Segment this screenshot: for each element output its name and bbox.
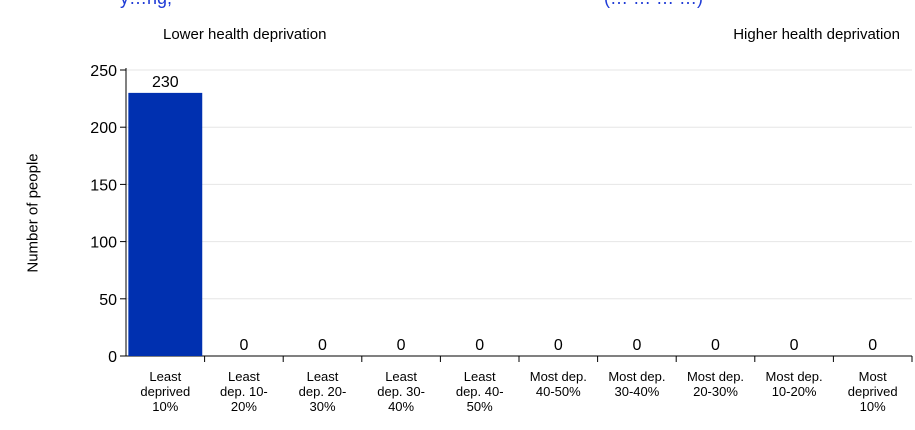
data-label: 0 xyxy=(318,337,327,354)
data-label: 230 xyxy=(152,74,179,91)
y-tick-label: 150 xyxy=(90,177,117,194)
y-tick-label: 200 xyxy=(90,120,117,137)
data-label: 0 xyxy=(790,337,799,354)
y-tick-label: 100 xyxy=(90,235,117,252)
data-label: 0 xyxy=(239,337,248,354)
x-tick-label: Least dep. 40-50% xyxy=(456,369,504,414)
data-label: 0 xyxy=(554,337,563,354)
y-tick-label: 0 xyxy=(108,349,117,366)
data-label: 0 xyxy=(711,337,720,354)
data-label: 0 xyxy=(868,337,877,354)
y-tick-label: 50 xyxy=(99,292,117,309)
x-tick-label: Most dep. 40-50% xyxy=(530,369,587,399)
x-tick-label: Least dep. 20-30% xyxy=(299,369,347,414)
data-label: 0 xyxy=(632,337,641,354)
x-tick-label: Least deprived 10% xyxy=(140,369,190,414)
lower-deprivation-annotation: Lower health deprivation xyxy=(163,26,327,43)
higher-deprivation-annotation: Higher health deprivation xyxy=(733,26,900,43)
chart-title-fragment-right: (… … … …) xyxy=(604,0,703,9)
chart-title-strip: y…ng, (… … … …) xyxy=(0,0,915,8)
x-tick-label: Most dep. 20-30% xyxy=(687,369,744,399)
bar xyxy=(128,92,203,356)
x-tick-label: Most dep. 30-40% xyxy=(608,369,665,399)
chart-title-fragment-left: y…ng, xyxy=(120,0,172,9)
y-tick-label: 250 xyxy=(90,63,117,80)
x-tick-label: Most deprived 10% xyxy=(848,369,898,414)
x-tick-label: Most dep. 10-20% xyxy=(766,369,823,399)
x-tick-label: Least dep. 30-40% xyxy=(377,369,425,414)
data-label: 0 xyxy=(397,337,406,354)
data-label: 0 xyxy=(475,337,484,354)
x-tick-label: Least dep. 10-20% xyxy=(220,369,268,414)
